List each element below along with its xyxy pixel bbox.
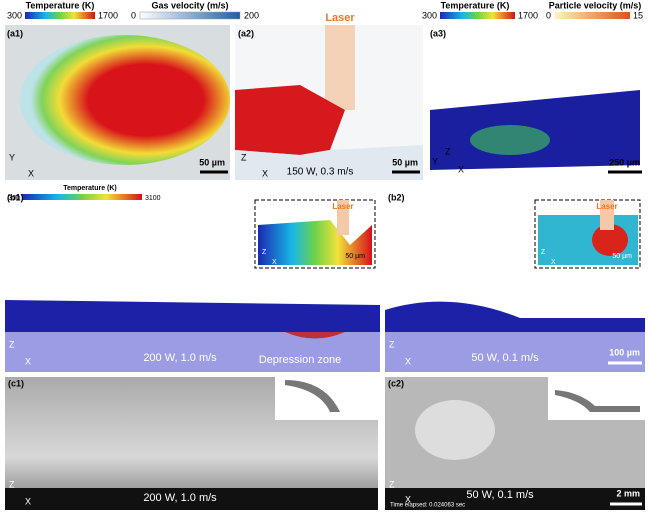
cb-max: 15 xyxy=(633,10,643,20)
inset-scale: 50 µm xyxy=(345,253,365,260)
scale: 2 mm xyxy=(616,488,640,498)
cb-min: 0 xyxy=(546,10,551,20)
caption: 50 W, 0.1 m/s xyxy=(471,352,539,364)
panel-label: (b2) xyxy=(388,192,405,202)
cb-max: 1700 xyxy=(518,10,538,20)
axis: X xyxy=(25,356,31,366)
cb-title: Temperature (K) xyxy=(441,0,510,10)
axis: X xyxy=(458,164,464,174)
colorbar xyxy=(440,12,515,19)
note: Time elapsed: 0.024063 sec xyxy=(390,503,465,509)
axis: X xyxy=(551,259,556,266)
b2-powder xyxy=(385,301,645,332)
laser-beam xyxy=(600,200,614,230)
colorbar xyxy=(25,12,95,19)
axis: Z xyxy=(241,152,247,162)
colorbar xyxy=(139,11,241,20)
panel-label: (a3) xyxy=(430,28,446,38)
panel-label: (c1) xyxy=(8,378,24,388)
panel-label: (b1) xyxy=(7,192,24,202)
axis: Z xyxy=(9,479,15,489)
a2-substrate xyxy=(235,145,423,180)
axis: Z xyxy=(389,339,395,349)
colorbar xyxy=(555,12,630,19)
c2-plume xyxy=(415,400,495,460)
axis: X xyxy=(405,494,411,504)
c2-shape xyxy=(555,390,640,412)
depression xyxy=(285,332,345,339)
axis: Z xyxy=(9,339,15,349)
scale: 50 µm xyxy=(199,157,225,167)
panel-label: (c2) xyxy=(388,378,404,388)
a2-pool xyxy=(235,85,345,155)
caption: 50 W, 0.1 m/s xyxy=(466,489,534,501)
axis: X xyxy=(262,168,268,178)
b1-inset-field xyxy=(258,220,372,265)
b2-inset-pool xyxy=(592,224,628,256)
cb-min: 300 xyxy=(7,10,22,20)
cb-min: 300 xyxy=(422,10,437,20)
cb-max: 200 xyxy=(244,10,259,20)
axis: X xyxy=(28,168,34,178)
b1-powder xyxy=(5,300,380,332)
cb-max: 3100 xyxy=(145,195,161,202)
cb-title: Temperature (K) xyxy=(26,0,95,10)
b1-substrate xyxy=(5,332,380,372)
melt-pool xyxy=(20,35,230,165)
axis: Z xyxy=(445,146,451,156)
caption: 200 W, 1.0 m/s xyxy=(143,492,217,504)
panel-label: (a1) xyxy=(7,28,23,38)
a3-track xyxy=(470,125,550,155)
scale: 250 µm xyxy=(609,157,640,167)
annotation: Depression zone xyxy=(259,354,342,366)
c2-schematic xyxy=(548,377,645,420)
scale: 100 µm xyxy=(609,347,640,357)
laser: Laser xyxy=(332,202,353,211)
cb-max: 1700 xyxy=(98,10,118,20)
axis: X xyxy=(405,356,411,366)
b2-substrate xyxy=(385,332,645,372)
axis: Z xyxy=(541,249,546,256)
axis: Y xyxy=(432,156,438,166)
c1-base xyxy=(5,488,378,510)
caption: 200 W, 1.0 m/s xyxy=(143,352,217,364)
axis: Z xyxy=(389,479,395,489)
laser-beam xyxy=(325,25,355,110)
c1-shape xyxy=(285,380,340,412)
c2-base xyxy=(385,488,645,510)
cb-min: 0 xyxy=(131,10,136,20)
panel-label: (a2) xyxy=(238,28,254,38)
cb-title: Gas velocity (m/s) xyxy=(151,0,228,10)
cb-min: 300 xyxy=(8,195,20,202)
colorbar xyxy=(22,194,142,200)
scale: 50 µm xyxy=(392,157,418,167)
cb-title: Particle velocity (m/s) xyxy=(549,0,642,10)
laser: Laser xyxy=(596,202,617,211)
axis: X xyxy=(272,259,277,266)
laser: Laser xyxy=(325,12,355,24)
axis: X xyxy=(25,496,31,506)
axis: Y xyxy=(9,152,15,162)
inset-scale: 50 µm xyxy=(612,253,632,260)
axis: Z xyxy=(262,249,267,256)
caption: 150 W, 0.3 m/s xyxy=(287,167,354,178)
cb-title: Temperature (K) xyxy=(63,185,117,192)
laser-beam xyxy=(337,200,349,235)
